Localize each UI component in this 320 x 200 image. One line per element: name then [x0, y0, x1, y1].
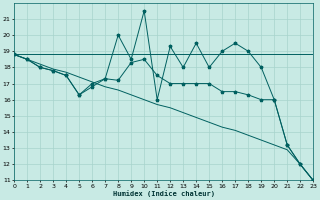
X-axis label: Humidex (Indice chaleur): Humidex (Indice chaleur) — [113, 190, 215, 197]
